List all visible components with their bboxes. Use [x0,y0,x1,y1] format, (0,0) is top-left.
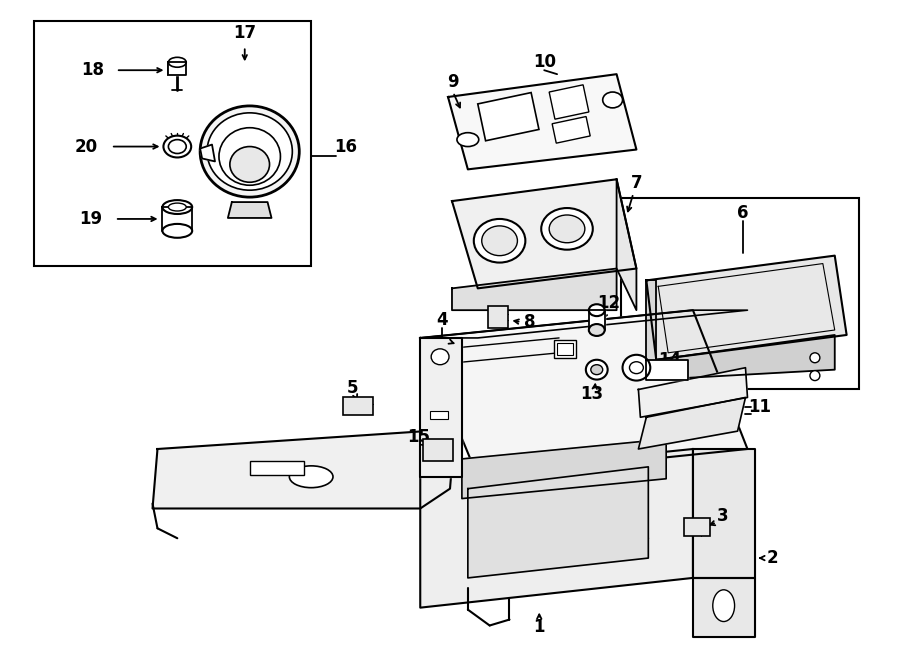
Polygon shape [228,202,272,218]
Ellipse shape [586,360,608,379]
Text: 19: 19 [79,210,103,228]
Bar [33,20,311,266]
Bar [557,343,573,355]
Text: 15: 15 [407,428,430,446]
Polygon shape [448,74,636,169]
Bar [488,306,508,328]
Polygon shape [468,467,648,578]
Bar [684,518,710,536]
Text: 13: 13 [580,385,603,403]
Ellipse shape [168,203,186,211]
Polygon shape [646,280,656,369]
Ellipse shape [457,133,479,147]
Ellipse shape [473,219,526,262]
Text: 1: 1 [534,619,545,637]
Polygon shape [420,449,693,607]
Text: 10: 10 [533,54,555,71]
Ellipse shape [230,147,269,182]
Polygon shape [693,449,755,578]
Ellipse shape [200,106,300,197]
Bar [478,93,539,141]
Polygon shape [200,145,215,161]
Polygon shape [589,310,605,330]
Polygon shape [420,310,748,338]
Text: 20: 20 [75,137,97,155]
Text: 9: 9 [447,73,459,91]
Bar [554,340,576,358]
Polygon shape [420,310,748,477]
Ellipse shape [810,353,820,363]
Bar [430,411,448,419]
Ellipse shape [623,355,651,381]
Ellipse shape [162,224,193,238]
Text: 18: 18 [82,61,104,79]
Bar [423,439,453,461]
Text: 16: 16 [335,137,357,155]
Bar [343,397,373,415]
Text: 12: 12 [597,294,620,312]
Ellipse shape [168,58,186,67]
Polygon shape [168,62,186,75]
Polygon shape [646,256,847,360]
Polygon shape [638,368,748,417]
Text: 3: 3 [717,508,728,525]
Polygon shape [638,397,745,449]
Bar [249,461,304,475]
Text: 7: 7 [631,175,643,192]
Ellipse shape [162,200,193,214]
Polygon shape [452,179,636,288]
Text: 8: 8 [524,313,536,331]
Polygon shape [152,429,455,508]
Polygon shape [162,207,193,231]
Bar [621,198,859,389]
Ellipse shape [589,324,605,336]
Ellipse shape [713,590,734,621]
Ellipse shape [219,128,281,185]
Text: 4: 4 [436,311,448,329]
Ellipse shape [164,136,191,157]
Ellipse shape [629,362,643,373]
Ellipse shape [810,371,820,381]
Ellipse shape [541,208,593,250]
Ellipse shape [549,215,585,243]
Polygon shape [656,335,834,379]
Polygon shape [693,578,755,637]
Bar [549,85,589,119]
Ellipse shape [431,349,449,365]
Ellipse shape [168,139,186,153]
Bar [552,116,590,143]
Ellipse shape [482,226,517,256]
Text: 17: 17 [233,24,256,42]
Text: 5: 5 [347,379,358,397]
Polygon shape [452,268,616,310]
Ellipse shape [589,304,605,316]
Ellipse shape [290,466,333,488]
Ellipse shape [207,113,292,190]
Text: 14: 14 [659,351,681,369]
Text: 2: 2 [767,549,778,567]
Polygon shape [646,360,688,379]
Text: 6: 6 [737,204,748,222]
Polygon shape [462,439,666,498]
Ellipse shape [590,365,603,375]
Polygon shape [616,179,636,310]
Ellipse shape [603,92,623,108]
Text: 11: 11 [748,399,771,416]
Polygon shape [420,338,462,477]
